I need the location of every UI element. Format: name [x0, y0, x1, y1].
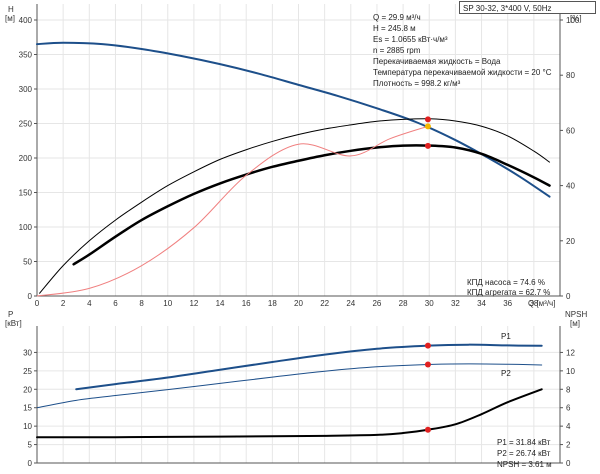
x-tick-label: 0 [35, 299, 40, 308]
y-left-tick-label: 150 [19, 189, 33, 198]
x-tick-label: 30 [425, 299, 434, 308]
y-right-tick-label: 12 [566, 348, 575, 357]
series-npsh-line [36, 388, 543, 439]
info-line: P1 = 31.84 кВт [497, 438, 551, 447]
info-block-top: Q = 29.9 м³/ч H = 245.8 м Es = 1.0655 кВ… [373, 13, 552, 88]
info-line: H = 245.8 м [373, 24, 416, 33]
y-left-tick-label: 20 [23, 385, 32, 394]
y-left-tick-label: 250 [19, 120, 33, 129]
y-right-tick-label: 0 [566, 292, 571, 301]
bottom-y-right-unit: [м] [570, 319, 580, 328]
y-right-tick-label: 6 [566, 404, 571, 413]
operating-points [424, 116, 431, 433]
y-left-tick-label: 200 [19, 154, 33, 163]
x-tick-label: 34 [477, 299, 486, 308]
pump-model-header: SP 30-32, 3*400 V, 50Hz [459, 1, 596, 14]
y-left-tick-label: 0 [28, 292, 33, 301]
operating-point-marker [424, 426, 431, 433]
y-left-tick-label: 50 [23, 258, 32, 267]
x-tick-label: 10 [163, 299, 172, 308]
x-tick-label: 14 [216, 299, 225, 308]
info-line: Q = 29.9 м³/ч [373, 13, 421, 22]
y-left-tick-label: 300 [19, 85, 33, 94]
curve-label-p1: P1 [501, 332, 511, 341]
series-p2-line [36, 363, 543, 409]
info-line: Плотность = 998.2 кг/м³ [373, 79, 461, 88]
top-y-right-unit: [%] [570, 14, 582, 23]
x-tick-label: 20 [294, 299, 303, 308]
y-right-tick-label: 4 [566, 422, 571, 431]
bottom-chart-grid [36, 326, 561, 464]
x-tick-label: 4 [87, 299, 92, 308]
x-tick-label: 6 [113, 299, 118, 308]
series-layer [36, 41, 551, 439]
x-tick-label: 12 [189, 299, 198, 308]
info-block-efficiency: КПД насоса = 74.6 % КПД агрегата = 62.7 … [467, 278, 550, 297]
bottom-y-right-label: NPSH [565, 310, 587, 319]
y-left-tick-label: 0 [28, 459, 33, 468]
y-right-tick-label: 100 [566, 16, 580, 25]
info-line: P2 = 26.74 кВт [497, 449, 551, 458]
y-left-tick-label: 30 [23, 348, 32, 357]
y-left-tick-label: 10 [23, 422, 32, 431]
x-tick-label: 16 [242, 299, 251, 308]
y-left-tick-label: 400 [19, 16, 33, 25]
info-line: КПД насоса = 74.6 % [467, 278, 545, 287]
x-tick-label: 18 [268, 299, 277, 308]
x-tick-label: 32 [451, 299, 460, 308]
x-tick-label: 2 [61, 299, 66, 308]
series-system-line [36, 125, 429, 297]
y-right-tick-label: 40 [566, 182, 575, 191]
x-tick-label: 8 [139, 299, 144, 308]
y-left-tick-label: 25 [23, 367, 32, 376]
y-right-tick-label: 20 [566, 237, 575, 246]
x-tick-label: 24 [346, 299, 355, 308]
x-axis-label: Q [м³/ч] [528, 299, 555, 308]
x-tick-label: 22 [320, 299, 329, 308]
top-chart-grid [36, 4, 561, 297]
operating-point-marker [424, 116, 431, 123]
y-left-tick-label: 5 [28, 441, 33, 450]
y-right-tick-label: 8 [566, 385, 571, 394]
y-right-tick-label: 80 [566, 71, 575, 80]
axes [36, 4, 561, 464]
info-block-bottom: P1 = 31.84 кВт P2 = 26.74 кВт NPSH = 3.6… [497, 438, 552, 469]
y-right-tick-label: 2 [566, 441, 571, 450]
x-tick-label: 28 [399, 299, 408, 308]
info-line: Перекачиваемая жидкость = Вода [373, 57, 501, 66]
y-right-tick-label: 0 [566, 459, 571, 468]
info-line: Температура перекачиваемой жидкости = 20… [373, 68, 552, 77]
y-right-tick-label: 60 [566, 126, 575, 135]
x-tick-label: 38 [529, 299, 538, 308]
top-y-left-label: H [8, 5, 14, 14]
x-tick-label: 36 [503, 299, 512, 308]
bottom-y-left-unit: [кВт] [5, 319, 22, 328]
curve-label-p2: P2 [501, 369, 511, 378]
operating-point-marker [424, 142, 431, 149]
series-p1-line [75, 343, 543, 391]
info-line: Es = 1.0655 кВт·ч/м³ [373, 35, 448, 44]
info-line: КПД агрегата = 62.7 % [467, 288, 550, 297]
top-y-left-unit: [м] [5, 14, 15, 23]
y-left-tick-label: 100 [19, 223, 33, 232]
bottom-y-left-label: P [8, 310, 13, 319]
y-left-tick-label: 350 [19, 51, 33, 60]
info-line: n = 2885 rpm [373, 46, 421, 55]
operating-point-marker [424, 361, 431, 368]
series-eta1-line [39, 118, 551, 294]
series-eta2-line [72, 144, 551, 266]
operating-point-marker [424, 123, 431, 130]
info-line: NPSH = 3.61 м [497, 460, 552, 469]
x-tick-label: 26 [372, 299, 381, 308]
y-right-tick-label: 10 [566, 367, 575, 376]
operating-point-marker [424, 342, 431, 349]
y-left-tick-label: 15 [23, 404, 32, 413]
